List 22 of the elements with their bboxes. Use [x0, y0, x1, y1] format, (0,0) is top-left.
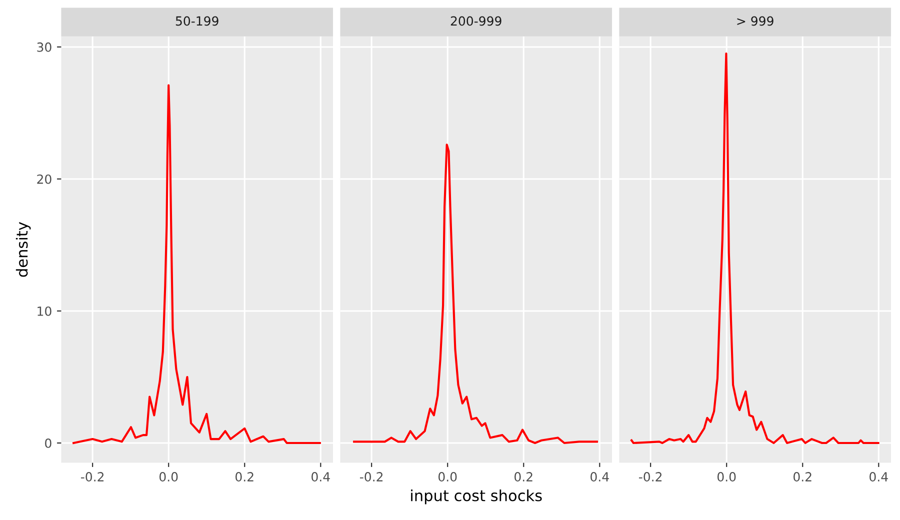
- x-tick-label: 0.0: [717, 472, 736, 482]
- x-tick-label: 0.2: [514, 472, 532, 482]
- x-tick-label: 0.4: [312, 472, 330, 482]
- x-tick-label: 0.0: [438, 472, 457, 482]
- x-tick-label: -0.2: [360, 472, 383, 482]
- y-tick-label: 30: [37, 42, 52, 52]
- y-tick-label: 20: [37, 174, 52, 184]
- y-tick-label: 10: [38, 306, 52, 316]
- x-tick-label: 0.0: [159, 472, 178, 482]
- x-tick-label: -0.2: [638, 472, 662, 482]
- chart-title: 200-999: [450, 16, 502, 26]
- y-tick-label: 0: [45, 438, 52, 448]
- x-tick-label: 0.2: [794, 472, 812, 482]
- x-tick-label: -0.2: [80, 472, 104, 482]
- y-axis-title: density: [16, 222, 31, 277]
- chart-title: 50-199: [176, 16, 218, 26]
- chart-title: > 999: [737, 16, 774, 26]
- x-axis-title: input cost shocks: [411, 489, 542, 504]
- x-tick-label: 0.4: [870, 472, 888, 482]
- x-tick-label: 0.4: [590, 472, 609, 482]
- x-tick-label: 0.2: [236, 472, 254, 482]
- line-series: [72, 84, 321, 444]
